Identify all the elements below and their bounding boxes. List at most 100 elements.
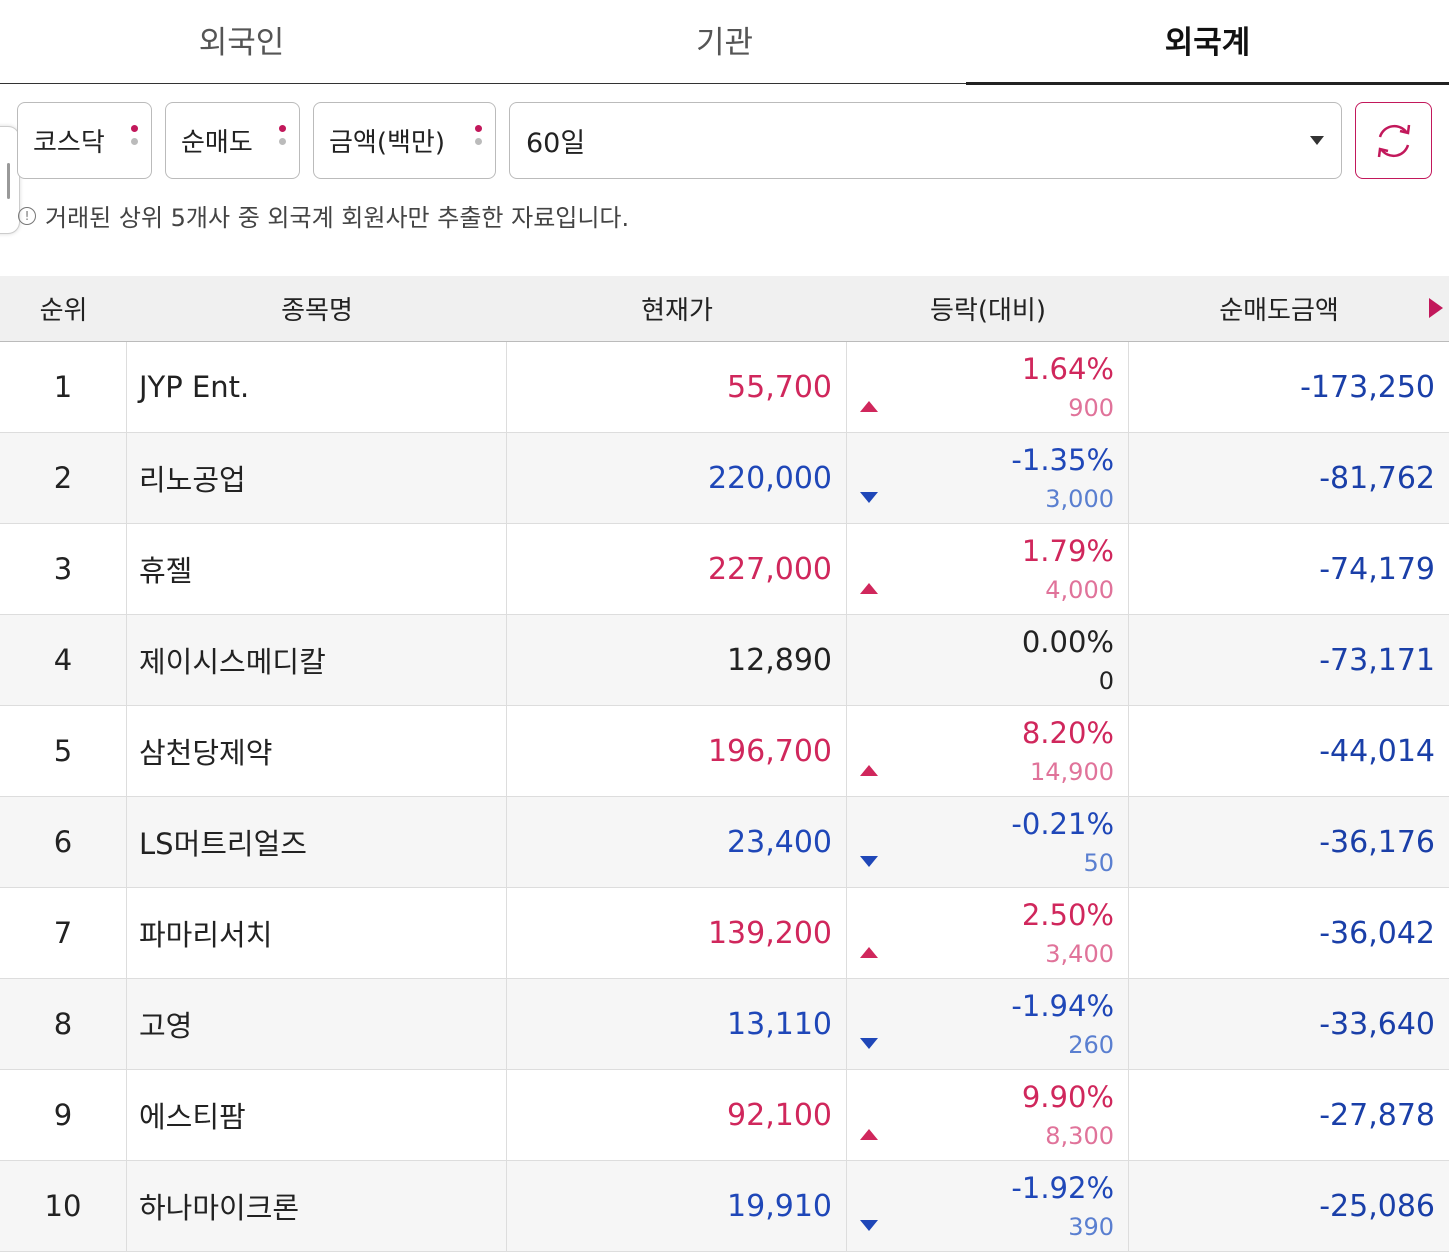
- change-amount: 0: [1098, 667, 1114, 695]
- notice-label: 거래된 상위 5개사 중 외국계 회원사만 추출한 자료입니다.: [45, 204, 630, 232]
- unit-filter[interactable]: 금액(백만): [313, 102, 496, 179]
- info-icon: !: [18, 206, 36, 225]
- header-net: 순매도금액: [1219, 295, 1339, 326]
- rank-cell: 5: [0, 706, 127, 796]
- trade-type-filter[interactable]: 순매도: [165, 102, 300, 179]
- stock-name[interactable]: 에스티팜: [127, 1070, 507, 1160]
- stock-name[interactable]: 제이시스메디칼: [127, 615, 507, 705]
- chevron-down-icon: [1310, 136, 1324, 145]
- header-price: 현재가: [641, 295, 713, 326]
- period-select-value: 60일: [526, 128, 586, 159]
- table-header: 순위 종목명 현재가 등락(대비) 순매도금액: [0, 276, 1449, 342]
- net-sell-amount: -36,176: [1319, 824, 1435, 860]
- table-row[interactable]: 1 JYP Ent. 55,700 1.64% 900 -173,250: [0, 342, 1449, 433]
- change-amount: 14,900: [1030, 758, 1114, 786]
- stock-name[interactable]: 하나마이크론: [127, 1161, 507, 1251]
- toggle-dots-icon: [475, 125, 483, 151]
- refresh-button[interactable]: [1355, 102, 1432, 179]
- rank-cell: 4: [0, 615, 127, 705]
- toggle-dots-icon: [279, 125, 287, 151]
- net-sell-amount: -73,171: [1319, 642, 1435, 678]
- header-change: 등락(대비): [930, 295, 1046, 326]
- table-row[interactable]: 8 고영 13,110 -1.94% 260 -33,640: [0, 979, 1449, 1070]
- triangle-up-icon: [860, 401, 878, 412]
- net-sell-amount: -44,014: [1319, 733, 1435, 769]
- triangle-down-icon: [860, 1038, 878, 1049]
- table-row[interactable]: 6 LS머트리얼즈 23,400 -0.21% 50 -36,176: [0, 797, 1449, 888]
- current-price: 139,200: [507, 888, 847, 978]
- unit-filter-label: 금액(백만): [329, 128, 445, 158]
- net-sell-amount: -81,762: [1319, 460, 1435, 496]
- change-cell: 9.90% 8,300: [847, 1070, 1129, 1160]
- triangle-right-icon[interactable]: [1429, 298, 1443, 318]
- triangle-down-icon: [860, 856, 878, 867]
- current-price: 13,110: [507, 979, 847, 1069]
- change-percent: -0.21%: [1011, 807, 1114, 841]
- header-rank: 순위: [39, 295, 88, 326]
- refresh-icon: [1377, 124, 1410, 157]
- table-row[interactable]: 7 파마리서치 139,200 2.50% 3,400 -36,042: [0, 888, 1449, 979]
- rank-cell: 6: [0, 797, 127, 887]
- triangle-up-icon: [860, 765, 878, 776]
- change-amount: 900: [1068, 394, 1114, 422]
- net-sell-amount: -74,179: [1319, 551, 1435, 587]
- current-price: 12,890: [507, 615, 847, 705]
- side-drawer-handle[interactable]: [0, 126, 20, 234]
- market-filter-label: 코스닥: [33, 128, 105, 158]
- tab-institution[interactable]: 기관: [695, 25, 754, 61]
- change-cell: 0.00% 0: [847, 615, 1129, 705]
- triangle-up-icon: [860, 947, 878, 958]
- triangle-up-icon: [860, 583, 878, 594]
- change-amount: 3,000: [1045, 485, 1114, 513]
- table-row[interactable]: 5 삼천당제약 196,700 8.20% 14,900 -44,014: [0, 706, 1449, 797]
- change-cell: -1.92% 390: [847, 1161, 1129, 1251]
- change-cell: -1.35% 3,000: [847, 433, 1129, 523]
- header-name: 종목명: [281, 295, 353, 326]
- table-row[interactable]: 2 리노공업 220,000 -1.35% 3,000 -81,762: [0, 433, 1449, 524]
- change-cell: 8.20% 14,900: [847, 706, 1129, 796]
- current-price: 92,100: [507, 1070, 847, 1160]
- change-amount: 3,400: [1045, 940, 1114, 968]
- change-cell: -1.94% 260: [847, 979, 1129, 1069]
- rank-cell: 10: [0, 1161, 127, 1251]
- tab-foreign-broker[interactable]: 외국계: [966, 0, 1449, 85]
- table-row[interactable]: 9 에스티팜 92,100 9.90% 8,300 -27,878: [0, 1070, 1449, 1161]
- rank-cell: 8: [0, 979, 127, 1069]
- rank-cell: 1: [0, 342, 127, 432]
- change-percent: 1.64%: [1021, 352, 1114, 386]
- change-percent: 9.90%: [1021, 1080, 1114, 1114]
- change-percent: 1.79%: [1021, 534, 1114, 568]
- market-filter[interactable]: 코스닥: [17, 102, 152, 179]
- change-amount: 50: [1083, 849, 1114, 877]
- change-amount: 8,300: [1045, 1122, 1114, 1150]
- change-cell: 1.64% 900: [847, 342, 1129, 432]
- change-amount: 260: [1068, 1031, 1114, 1059]
- stock-name[interactable]: 리노공업: [127, 433, 507, 523]
- stock-name[interactable]: LS머트리얼즈: [127, 797, 507, 887]
- stock-name[interactable]: 파마리서치: [127, 888, 507, 978]
- table-row[interactable]: 3 휴젤 227,000 1.79% 4,000 -74,179: [0, 524, 1449, 615]
- triangle-down-icon: [860, 492, 878, 503]
- net-sell-amount: -36,042: [1319, 915, 1435, 951]
- triangle-down-icon: [860, 1220, 878, 1231]
- change-percent: 8.20%: [1021, 716, 1114, 750]
- period-select[interactable]: 60일: [509, 102, 1342, 179]
- net-sell-amount: -25,086: [1319, 1188, 1435, 1224]
- trade-type-filter-label: 순매도: [181, 128, 253, 158]
- stock-name[interactable]: 삼천당제약: [127, 706, 507, 796]
- rank-cell: 9: [0, 1070, 127, 1160]
- net-sell-amount: -27,878: [1319, 1097, 1435, 1133]
- current-price: 220,000: [507, 433, 847, 523]
- current-price: 227,000: [507, 524, 847, 614]
- change-percent: -1.92%: [1011, 1171, 1114, 1205]
- tab-foreigner[interactable]: 외국인: [198, 25, 285, 61]
- table-row[interactable]: 4 제이시스메디칼 12,890 0.00% 0 -73,171: [0, 615, 1449, 706]
- stock-name[interactable]: 고영: [127, 979, 507, 1069]
- table-row[interactable]: 10 하나마이크론 19,910 -1.92% 390 -25,086: [0, 1161, 1449, 1252]
- change-amount: 390: [1068, 1213, 1114, 1241]
- current-price: 55,700: [507, 342, 847, 432]
- stock-name[interactable]: JYP Ent.: [127, 342, 507, 432]
- stock-name[interactable]: 휴젤: [127, 524, 507, 614]
- change-percent: -1.94%: [1011, 989, 1114, 1023]
- change-amount: 4,000: [1045, 576, 1114, 604]
